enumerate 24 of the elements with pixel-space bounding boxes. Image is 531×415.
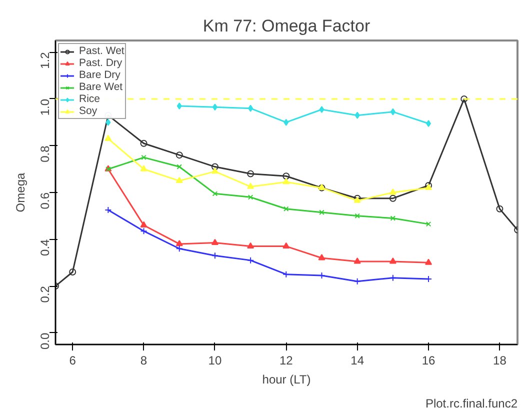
y-tick-label: 0.8: [38, 145, 52, 162]
legend-label: Rice: [79, 93, 100, 105]
x-tick-label: 18: [493, 354, 507, 368]
x-axis-title: hour (LT): [262, 372, 311, 386]
legend-label: Past. Wet: [79, 45, 124, 57]
legend-label: Soy: [79, 105, 98, 117]
legend-label: Bare Dry: [79, 69, 120, 81]
y-tick-label: 0.2: [38, 286, 52, 303]
x-tick-label: 12: [279, 354, 294, 368]
y-tick-label: 0.4: [38, 238, 52, 256]
y-tick-label: 0.6: [38, 192, 52, 210]
legend-label: Bare Wet: [79, 81, 123, 93]
y-tick-label: 1.2: [38, 52, 52, 69]
x-tick-label: 16: [422, 354, 436, 368]
y-tick-label: 1.0: [38, 98, 52, 116]
chart-title: Km 77: Omega Factor: [202, 16, 370, 36]
x-tick-label: 10: [208, 354, 222, 368]
text: Plot.rc.final.func2: [425, 396, 518, 410]
x-tick-label: 6: [69, 354, 76, 368]
legend-label: Past. Dry: [79, 57, 122, 69]
y-axis-title: Omega: [14, 172, 28, 212]
x-tick-label: 14: [350, 354, 364, 368]
y-tick-label: 0.0: [38, 332, 52, 350]
x-tick-label: 8: [140, 354, 148, 368]
